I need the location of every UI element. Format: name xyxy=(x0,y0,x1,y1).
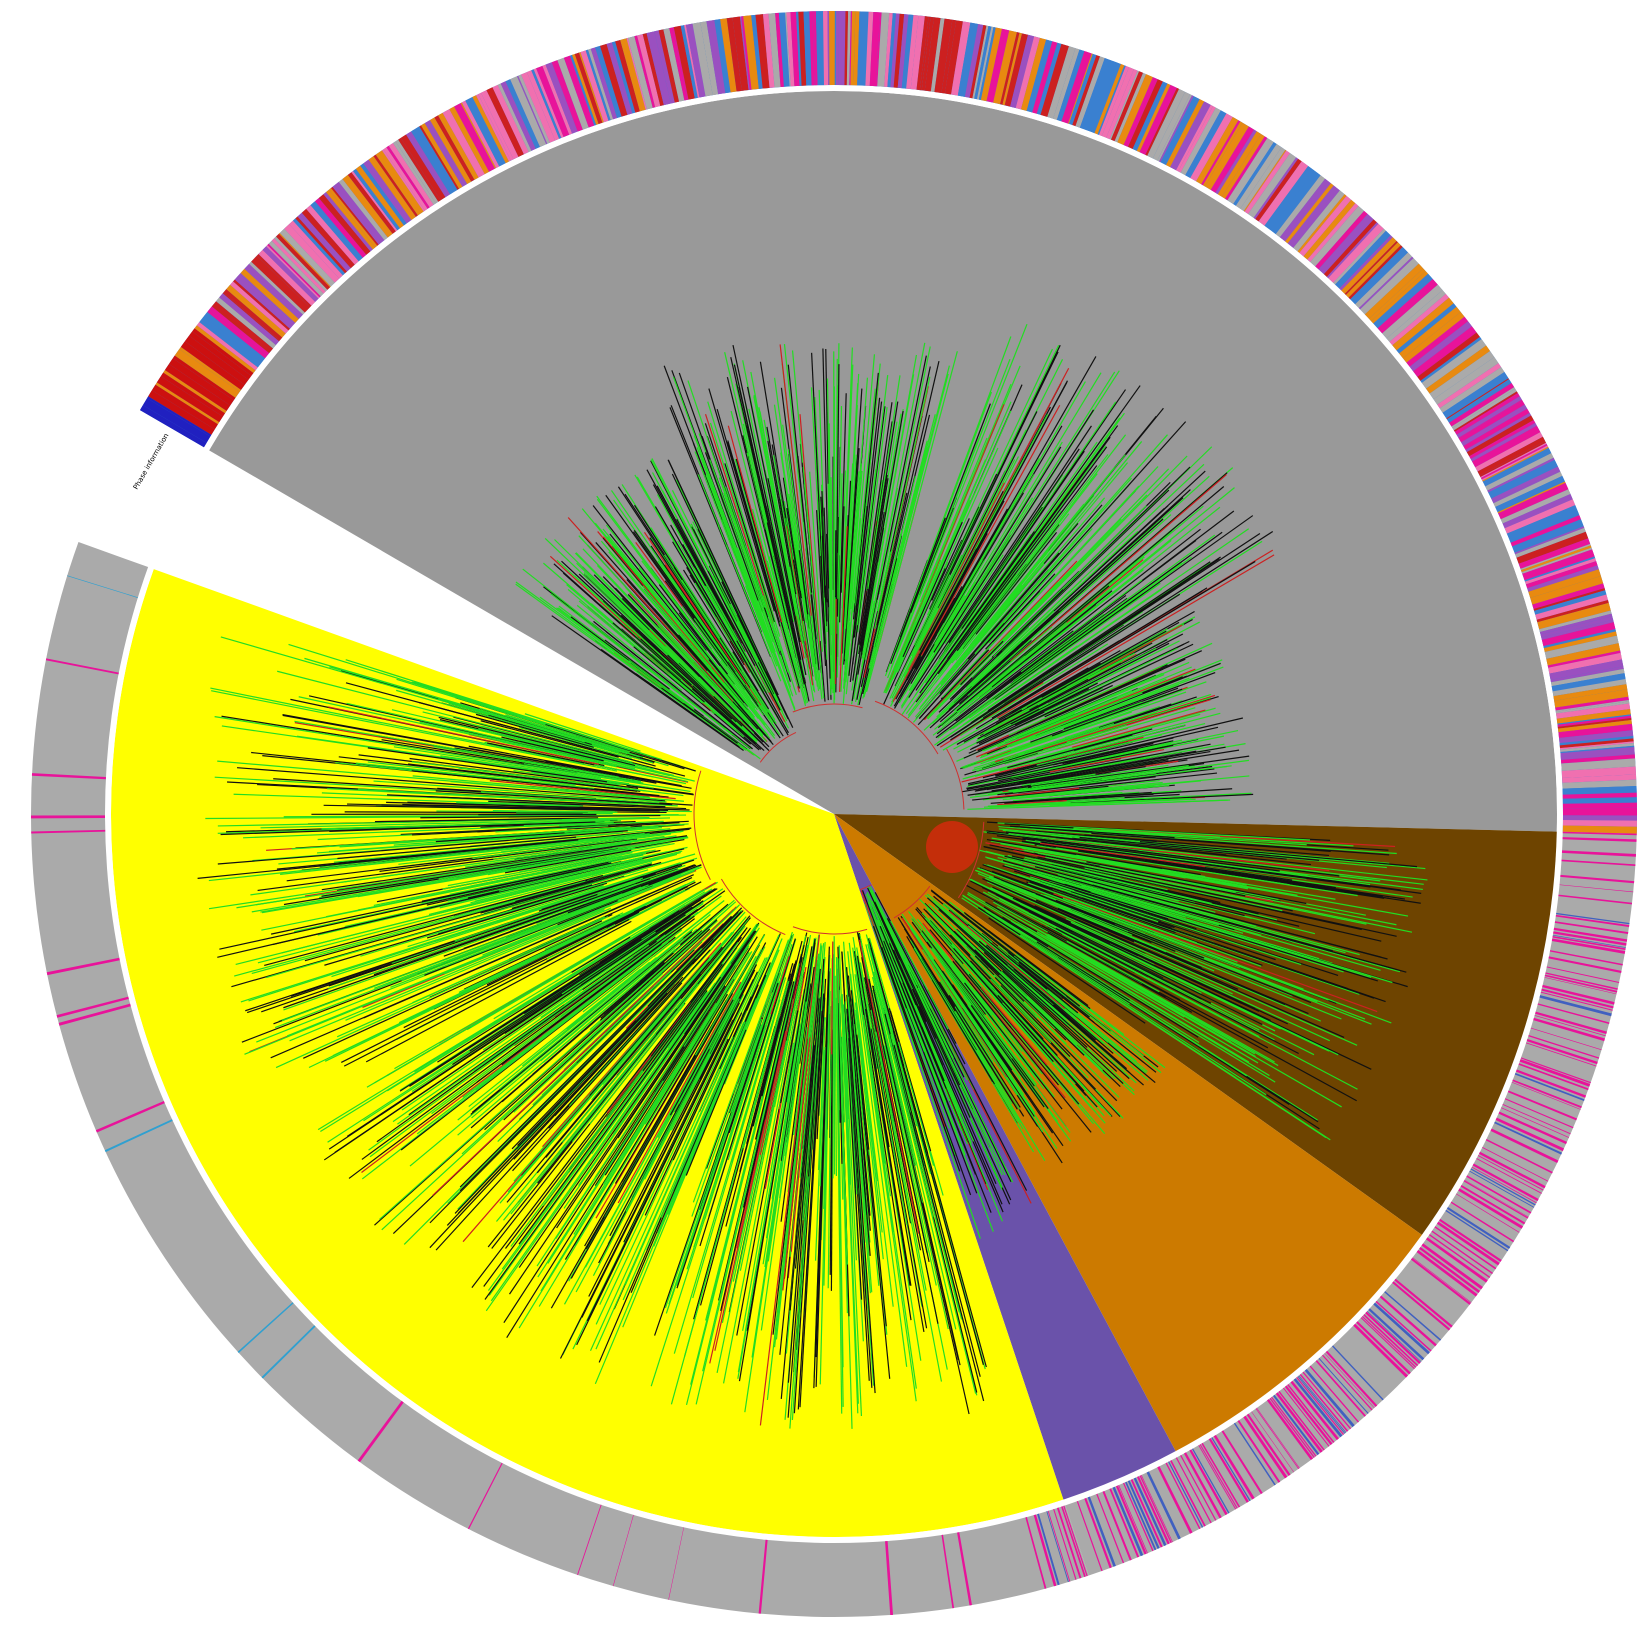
page: Phase information (() => { const data = … xyxy=(0,0,1650,1630)
ring-stripe xyxy=(1563,820,1637,827)
ring-stripe xyxy=(1563,808,1637,816)
ring-stripe xyxy=(835,11,836,85)
branch xyxy=(833,981,834,1178)
ring-stripe xyxy=(838,11,845,85)
ring-stripe xyxy=(31,815,105,818)
ring-label: Phase information xyxy=(132,432,171,491)
ring-stripe xyxy=(836,11,839,85)
branch xyxy=(835,599,836,684)
ring-stripe xyxy=(829,11,835,85)
root-marker xyxy=(926,821,978,873)
ring-stripe xyxy=(1563,815,1637,820)
circular-tree: Phase information xyxy=(0,0,1650,1630)
